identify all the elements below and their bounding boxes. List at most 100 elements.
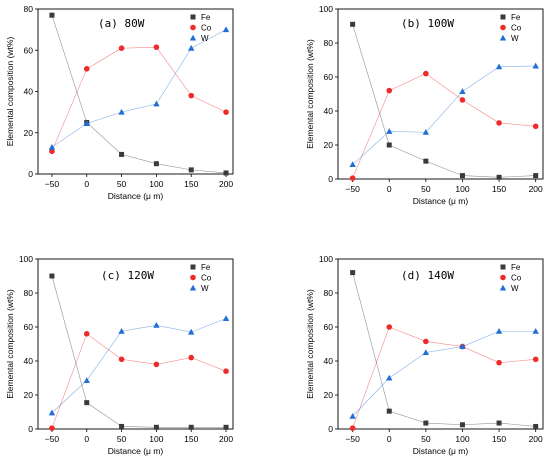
data-point-fe [188, 167, 194, 173]
data-point-co [532, 123, 539, 130]
panel-title: (c) 120W [101, 269, 154, 282]
data-point-fe [153, 161, 159, 167]
data-point-co [188, 92, 195, 99]
x-axis-label: Distance (μ m) [413, 446, 469, 456]
legend-label-w: W [201, 284, 209, 293]
data-point-co [459, 97, 466, 103]
x-tick-label: 150 [184, 434, 198, 444]
legend-marker-fe [190, 264, 196, 270]
data-point-w [495, 327, 503, 334]
y-tick-label: 20 [324, 390, 334, 400]
data-point-co [532, 356, 539, 363]
y-tick-label: 40 [24, 356, 34, 366]
data-point-w [118, 108, 125, 115]
y-tick-label: 60 [24, 45, 34, 55]
y-tick-label: 80 [24, 4, 34, 14]
y-axis-label: Elemental composition (wt%) [5, 289, 15, 399]
legend-label-fe: Fe [511, 263, 521, 272]
data-point-co [49, 425, 55, 431]
data-point-co [153, 361, 160, 368]
x-tick-label: 50 [117, 434, 127, 444]
legend: Fe CoW [189, 263, 212, 293]
data-point-fe [49, 273, 55, 279]
data-point-w [188, 44, 195, 51]
x-tick-label: 150 [492, 184, 506, 194]
series-line-fe [352, 272, 536, 427]
legend-label-co: Co [201, 274, 212, 283]
legend-marker-fe [190, 14, 196, 20]
data-point-co [118, 356, 125, 363]
legend: Fe CoW [499, 13, 522, 43]
data-point-w [459, 343, 466, 350]
y-tick-label: 60 [324, 72, 334, 82]
data-point-fe [84, 400, 90, 406]
plot-frame [337, 258, 544, 430]
data-point-w [459, 88, 466, 94]
data-point-co [188, 354, 195, 361]
data-point-fe [386, 408, 392, 414]
x-tick-label: 150 [184, 179, 198, 189]
series-line-w [352, 65, 536, 165]
y-tick-label: 0 [28, 169, 33, 179]
x-tick-label: 150 [492, 434, 506, 444]
data-point-fe [223, 424, 229, 430]
panel-d: −50 0 50 100 150 200 0 20 40 60 80 100 Distance (μ m… [305, 254, 544, 456]
panel-title: (d) 140W [401, 269, 454, 282]
data-point-co [496, 359, 502, 366]
data-point-w [222, 315, 230, 321]
data-point-w [83, 120, 90, 126]
series-line-co [51, 46, 227, 152]
legend-marker-w [499, 284, 507, 291]
data-point-w [48, 409, 56, 416]
legend-marker-co [190, 274, 196, 281]
y-tick-label: 40 [24, 87, 34, 97]
data-point-fe [533, 423, 539, 429]
data-point-w [222, 26, 230, 33]
series-line-w [51, 29, 227, 148]
data-point-w [48, 143, 56, 150]
data-point-co [223, 109, 229, 115]
y-tick-label: 100 [319, 4, 333, 14]
x-tick-label: 100 [149, 179, 163, 189]
data-point-w [153, 100, 160, 107]
legend-label-fe: Fe [511, 13, 521, 22]
data-point-w [532, 327, 539, 334]
data-point-w [532, 62, 539, 69]
series-line-co [51, 333, 227, 429]
x-tick-label: 200 [219, 179, 233, 189]
data-point-fe [119, 151, 125, 157]
data-point-fe [350, 270, 356, 276]
data-point-fe [423, 420, 429, 426]
x-tick-label: 100 [149, 434, 163, 444]
y-tick-label: 40 [324, 356, 334, 366]
data-point-co [423, 338, 429, 345]
x-tick-label: 50 [421, 184, 431, 194]
y-axis-label: Elemental composition (wt%) [5, 37, 15, 147]
data-point-fe [223, 170, 229, 176]
data-point-co [423, 70, 429, 77]
data-point-w [495, 63, 503, 70]
data-point-fe [533, 173, 539, 179]
x-tick-label: −50 [45, 434, 60, 444]
data-point-co [349, 175, 356, 181]
y-tick-label: 80 [324, 38, 334, 48]
data-point-co [349, 425, 356, 431]
y-tick-label: 20 [324, 140, 334, 150]
y-tick-label: 0 [328, 424, 333, 434]
x-tick-label: −50 [345, 434, 360, 444]
data-point-w [386, 374, 393, 381]
legend-label-w: W [201, 34, 209, 43]
x-tick-label: 200 [529, 434, 543, 444]
legend-marker-co [500, 24, 506, 31]
plot-frame [37, 258, 234, 430]
legend-marker-co [190, 24, 196, 31]
data-point-w [188, 328, 195, 335]
data-point-co [118, 45, 125, 51]
x-tick-label: 100 [455, 184, 469, 194]
series-line-fe [352, 24, 536, 178]
panel-title: (a) 80W [98, 17, 145, 30]
x-tick-label: 0 [84, 179, 89, 189]
x-tick-label: 0 [84, 434, 89, 444]
legend-label-fe: Fe [201, 263, 211, 272]
